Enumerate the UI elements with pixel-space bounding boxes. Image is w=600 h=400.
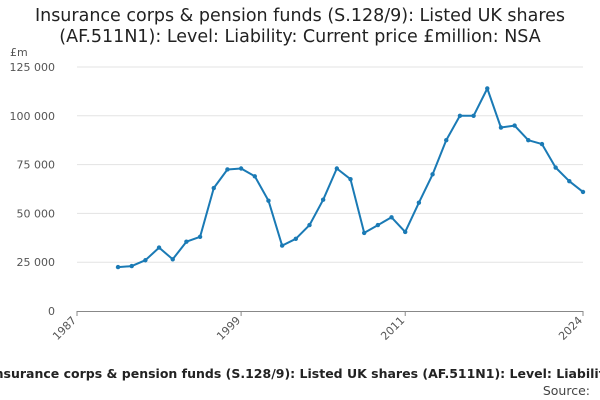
data-point	[348, 177, 353, 182]
data-point	[471, 113, 476, 119]
data-point	[553, 165, 558, 170]
chart-footer-title: Insurance corps & pension funds (S.128/9…	[0, 366, 600, 381]
data-point	[361, 230, 367, 236]
data-point	[293, 236, 299, 241]
data-point	[197, 234, 203, 240]
data-point	[184, 239, 189, 244]
data-point	[403, 229, 408, 235]
data-point	[498, 125, 504, 130]
y-tick-label: 100 000	[10, 110, 56, 123]
data-point	[526, 138, 531, 143]
data-point	[129, 263, 134, 269]
y-tick-label: 25 000	[17, 256, 56, 269]
data-point	[512, 123, 517, 128]
data-point	[211, 185, 216, 191]
data-point	[485, 86, 490, 91]
chart-title-line-1: Insurance corps & pension funds (S.128/9…	[34, 6, 566, 26]
source-label: Source:	[542, 383, 590, 398]
chart-title: Insurance corps & pension funds (S.128/9…	[0, 6, 600, 48]
data-point	[238, 166, 244, 171]
axes: 0 25 000 50 000 75 000 100 000 125 000 £m 1987 1…	[10, 46, 586, 343]
data-point	[266, 198, 271, 203]
chart-title-line-2: (AF.511N1): Level: Liability: Current pr…	[59, 27, 541, 47]
y-tick-label: 0	[48, 305, 55, 318]
y-tick-label: 75 000	[17, 159, 56, 172]
y-tick-label: 50 000	[17, 207, 56, 220]
data-point	[143, 258, 148, 263]
data-point	[580, 189, 586, 195]
data-point	[252, 174, 257, 179]
data-point	[457, 113, 463, 119]
x-tick-label: 1987	[50, 314, 79, 343]
gridlines	[77, 66, 583, 263]
y-tick-label: 125 000	[10, 61, 56, 74]
data-point	[539, 141, 545, 147]
data-point	[334, 166, 340, 171]
data-point	[320, 197, 326, 202]
x-tick-label: 2011	[378, 314, 407, 343]
data-point	[389, 215, 394, 220]
data-point	[225, 167, 230, 172]
x-tick-label: 1999	[214, 314, 243, 343]
data-point	[279, 243, 285, 248]
data-point	[115, 264, 121, 270]
y-unit-label: £m	[10, 46, 28, 59]
data-point	[430, 172, 435, 177]
data-point	[170, 257, 175, 262]
data-point	[567, 178, 572, 184]
data-point	[416, 200, 422, 205]
data-point	[375, 222, 381, 228]
x-tick-label: 2024	[556, 314, 585, 343]
data-point	[156, 245, 162, 250]
data-point	[307, 222, 312, 228]
series-layer	[115, 86, 586, 270]
data-point	[444, 138, 449, 143]
